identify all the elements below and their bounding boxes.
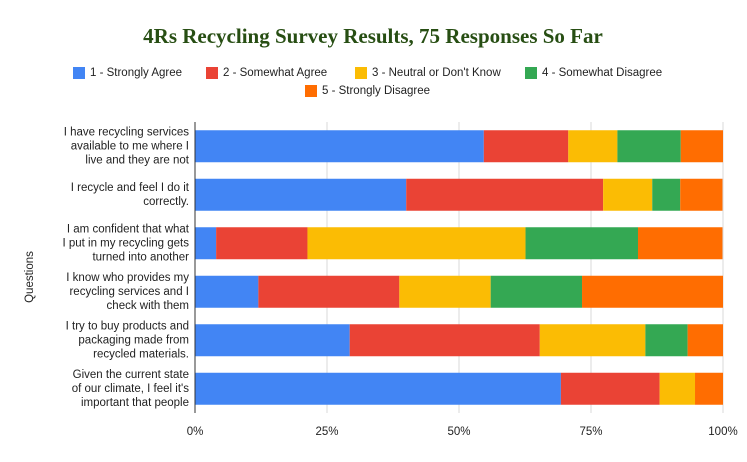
legend-label: 5 - Strongly Disagree (322, 85, 430, 97)
bar-segment (560, 372, 660, 405)
y-tick-label: available to me where I (71, 140, 189, 152)
x-tick-label: 0% (187, 426, 204, 438)
bar-segment (539, 324, 646, 357)
y-tick-label: I put in my recycling gets (62, 237, 189, 249)
y-tick-label: I am confident that what (67, 223, 190, 235)
bar-segment (258, 275, 400, 308)
bar-segment (399, 275, 491, 308)
bar-segment (195, 275, 259, 308)
bar-segment (195, 227, 217, 260)
y-tick-label: recycling services and I (69, 286, 189, 298)
bar-segment (652, 178, 681, 211)
y-tick-label: check with them (107, 300, 189, 312)
bar-segment (680, 178, 723, 211)
bar-segment (568, 130, 618, 163)
x-tick-label: 100% (708, 426, 737, 438)
y-tick-label: live and they are not (85, 154, 189, 166)
bar-segment (195, 324, 350, 357)
bar-segment (195, 372, 561, 405)
x-tick-label: 75% (579, 426, 602, 438)
bar-segment (195, 178, 407, 211)
legend-label: 2 - Somewhat Agree (223, 67, 327, 79)
bar-segment (695, 372, 723, 405)
chart-title: 4Rs Recycling Survey Results, 75 Respons… (143, 24, 603, 48)
bar-segment (195, 130, 484, 163)
bar-segment (349, 324, 540, 357)
bar-segment (659, 372, 696, 405)
x-tick-label: 50% (447, 426, 470, 438)
bar-segment (307, 227, 526, 260)
x-tick-label: 25% (315, 426, 338, 438)
y-tick-label: I know who provides my (66, 272, 189, 284)
y-tick-label: turned into another (92, 251, 189, 263)
bar-segment (645, 324, 688, 357)
bar-segment (490, 275, 583, 308)
y-tick-label: packaging made from (78, 334, 189, 346)
legend-label: 3 - Neutral or Don't Know (372, 67, 501, 79)
legend-swatch (73, 67, 85, 79)
bar-segment (617, 130, 681, 163)
legend-label: 1 - Strongly Agree (90, 67, 182, 79)
legend-swatch (355, 67, 367, 79)
legend-swatch (305, 85, 317, 97)
bar-segment (603, 178, 653, 211)
y-tick-label: I recycle and feel I do it (71, 182, 190, 194)
y-tick-label: Given the current state (73, 369, 189, 381)
legend-label: 4 - Somewhat Disagree (542, 67, 662, 79)
legend-swatch (525, 67, 537, 79)
bar-segment (637, 227, 723, 260)
legend-swatch (206, 67, 218, 79)
y-tick-label: important that people (81, 397, 189, 409)
y-axis-label: Questions (24, 251, 36, 303)
y-tick-label: of our climate, I feel it's (72, 383, 189, 395)
bar-segment (406, 178, 604, 211)
bar-segment (216, 227, 308, 260)
y-tick-label: I try to buy products and (66, 320, 189, 332)
bar-segment (680, 130, 723, 163)
y-tick-label: I have recycling services (64, 126, 190, 138)
bar-segment (582, 275, 723, 308)
y-tick-label: correctly. (143, 196, 189, 208)
bar-segment (483, 130, 569, 163)
bar-segment (525, 227, 638, 260)
bar-segment (687, 324, 723, 357)
y-tick-label: recycled materials. (93, 348, 189, 360)
